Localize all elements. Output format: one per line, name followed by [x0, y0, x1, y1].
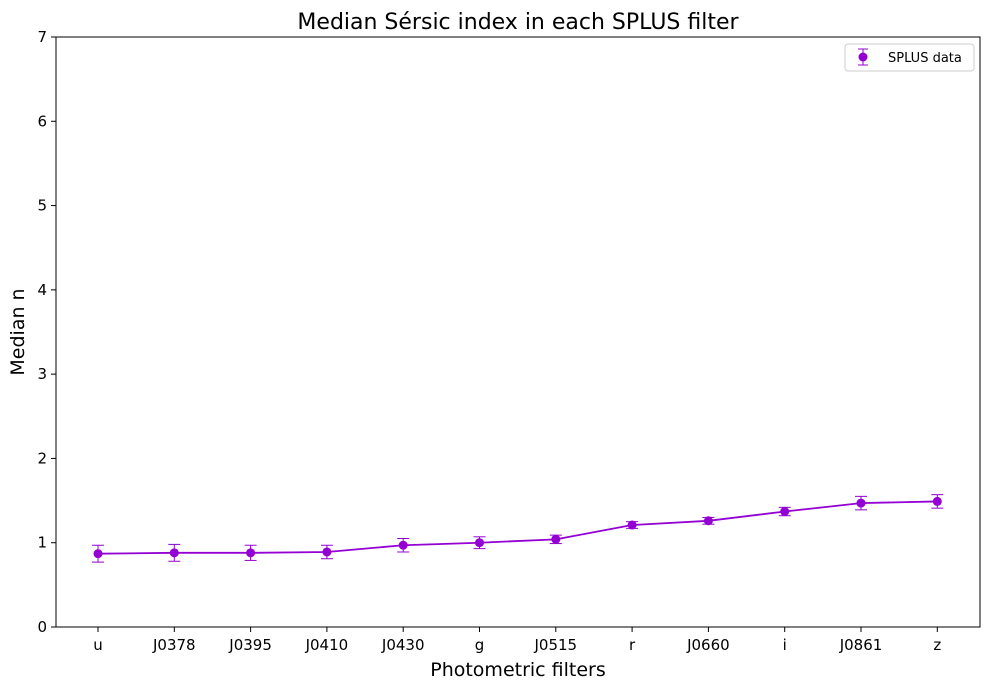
data-point — [551, 534, 561, 544]
x-tick-label: J0378 — [152, 636, 196, 654]
data-point — [856, 498, 866, 508]
legend: SPLUS data — [844, 43, 975, 72]
y-tick-label: 4 — [37, 281, 47, 299]
y-tick-label: 3 — [37, 365, 47, 383]
x-axis-title: Photometric filters — [430, 659, 606, 681]
x-tick-label: J0515 — [533, 636, 577, 654]
x-tick-label: g — [475, 636, 485, 654]
data-point — [322, 547, 332, 557]
y-tick-label: 5 — [37, 197, 47, 215]
legend-box — [844, 43, 975, 72]
y-tick-label: 7 — [37, 28, 47, 46]
chart-title: Median Sérsic index in each SPLUS filter — [297, 10, 739, 35]
data-point — [780, 507, 790, 517]
y-tick-label: 6 — [37, 112, 47, 130]
x-tick-label: r — [629, 636, 636, 654]
data-point — [932, 496, 942, 506]
y-axis: 0 1 2 3 4 5 6 7 — [37, 28, 56, 636]
x-tick-label: J0660 — [686, 636, 730, 654]
y-axis-title: Median n — [7, 288, 29, 375]
data-point — [627, 520, 637, 530]
x-axis: u J0378 J0395 J0410 J0430 g J0515 r J0660 i J0861 z — [93, 627, 941, 654]
data-point — [475, 538, 484, 548]
data-point — [93, 549, 103, 559]
x-tick-label: i — [783, 636, 787, 654]
x-tick-label: J0395 — [228, 636, 272, 654]
x-tick-label: u — [93, 636, 103, 654]
data-point — [703, 516, 713, 526]
x-tick-label: J0861 — [839, 636, 883, 654]
x-tick-label: J0410 — [305, 636, 349, 654]
y-tick-label: 1 — [37, 534, 47, 552]
y-tick-label: 2 — [37, 449, 47, 467]
x-tick-label: J0430 — [381, 636, 425, 654]
data-point — [169, 548, 179, 558]
plot-frame — [55, 36, 981, 628]
data-point — [398, 540, 408, 550]
y-tick-label: 0 — [37, 618, 47, 636]
data-point — [246, 548, 256, 558]
plot-area — [92, 494, 944, 563]
legend-label: SPLUS data — [888, 51, 962, 66]
legend-marker — [858, 52, 868, 62]
series-line — [97, 500, 938, 555]
x-tick-label: z — [933, 636, 941, 654]
